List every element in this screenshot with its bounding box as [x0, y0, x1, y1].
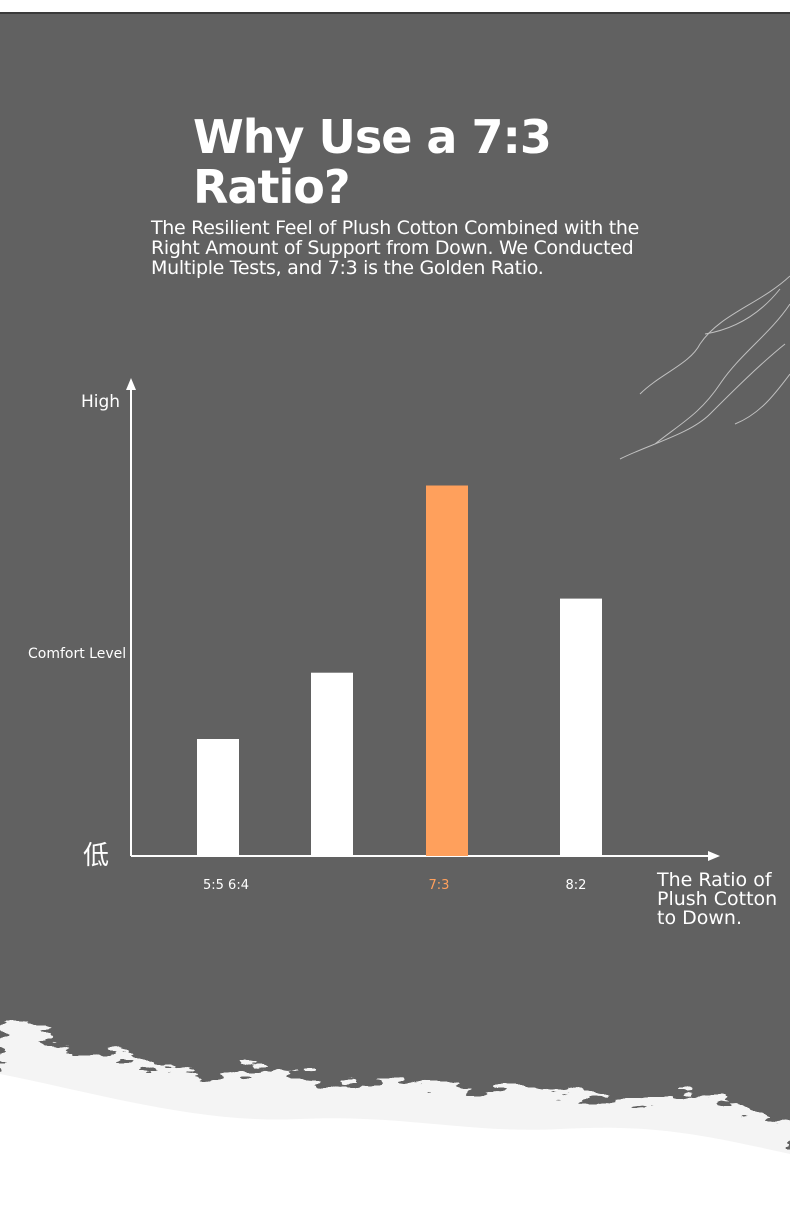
x-axis-title-line-1: The Ratio of	[656, 869, 773, 891]
x-tick-label-0: 5:5 6:4	[203, 878, 249, 893]
bar-5-5	[197, 739, 239, 856]
x-axis-title: The Ratio of Plush Cotton to Down.	[656, 869, 783, 929]
x-axis-arrow	[708, 851, 720, 861]
bar-6-4	[311, 672, 353, 856]
y-axis-top-label: High	[81, 392, 120, 412]
y-axis-title: Comfort Level	[28, 646, 126, 662]
page-subtitle: The Resilient Feel of Plush Cotton Combi…	[151, 217, 640, 279]
top-border	[0, 12, 790, 14]
bar-group	[197, 485, 602, 856]
y-axis-bottom-label: 低	[83, 841, 109, 871]
cotton-fibers-right	[619, 275, 790, 460]
x-tick-label-1: 7:3	[429, 878, 450, 893]
x-axis-title-line-3: to Down.	[657, 907, 742, 929]
x-tick-label-2: 8:2	[566, 878, 587, 893]
bar-7-3	[426, 485, 468, 856]
bar-8-2	[560, 598, 602, 856]
x-axis-title-line-2: Plush Cotton	[657, 888, 777, 910]
page-title: Why Use a 7:3 Ratio?	[193, 110, 552, 214]
y-axis-arrow	[126, 378, 136, 390]
cotton-fibers-bottom-inner	[0, 1074, 790, 1209]
x-tick-labels: 5:5 6:4 7:3 8:2	[203, 878, 586, 893]
